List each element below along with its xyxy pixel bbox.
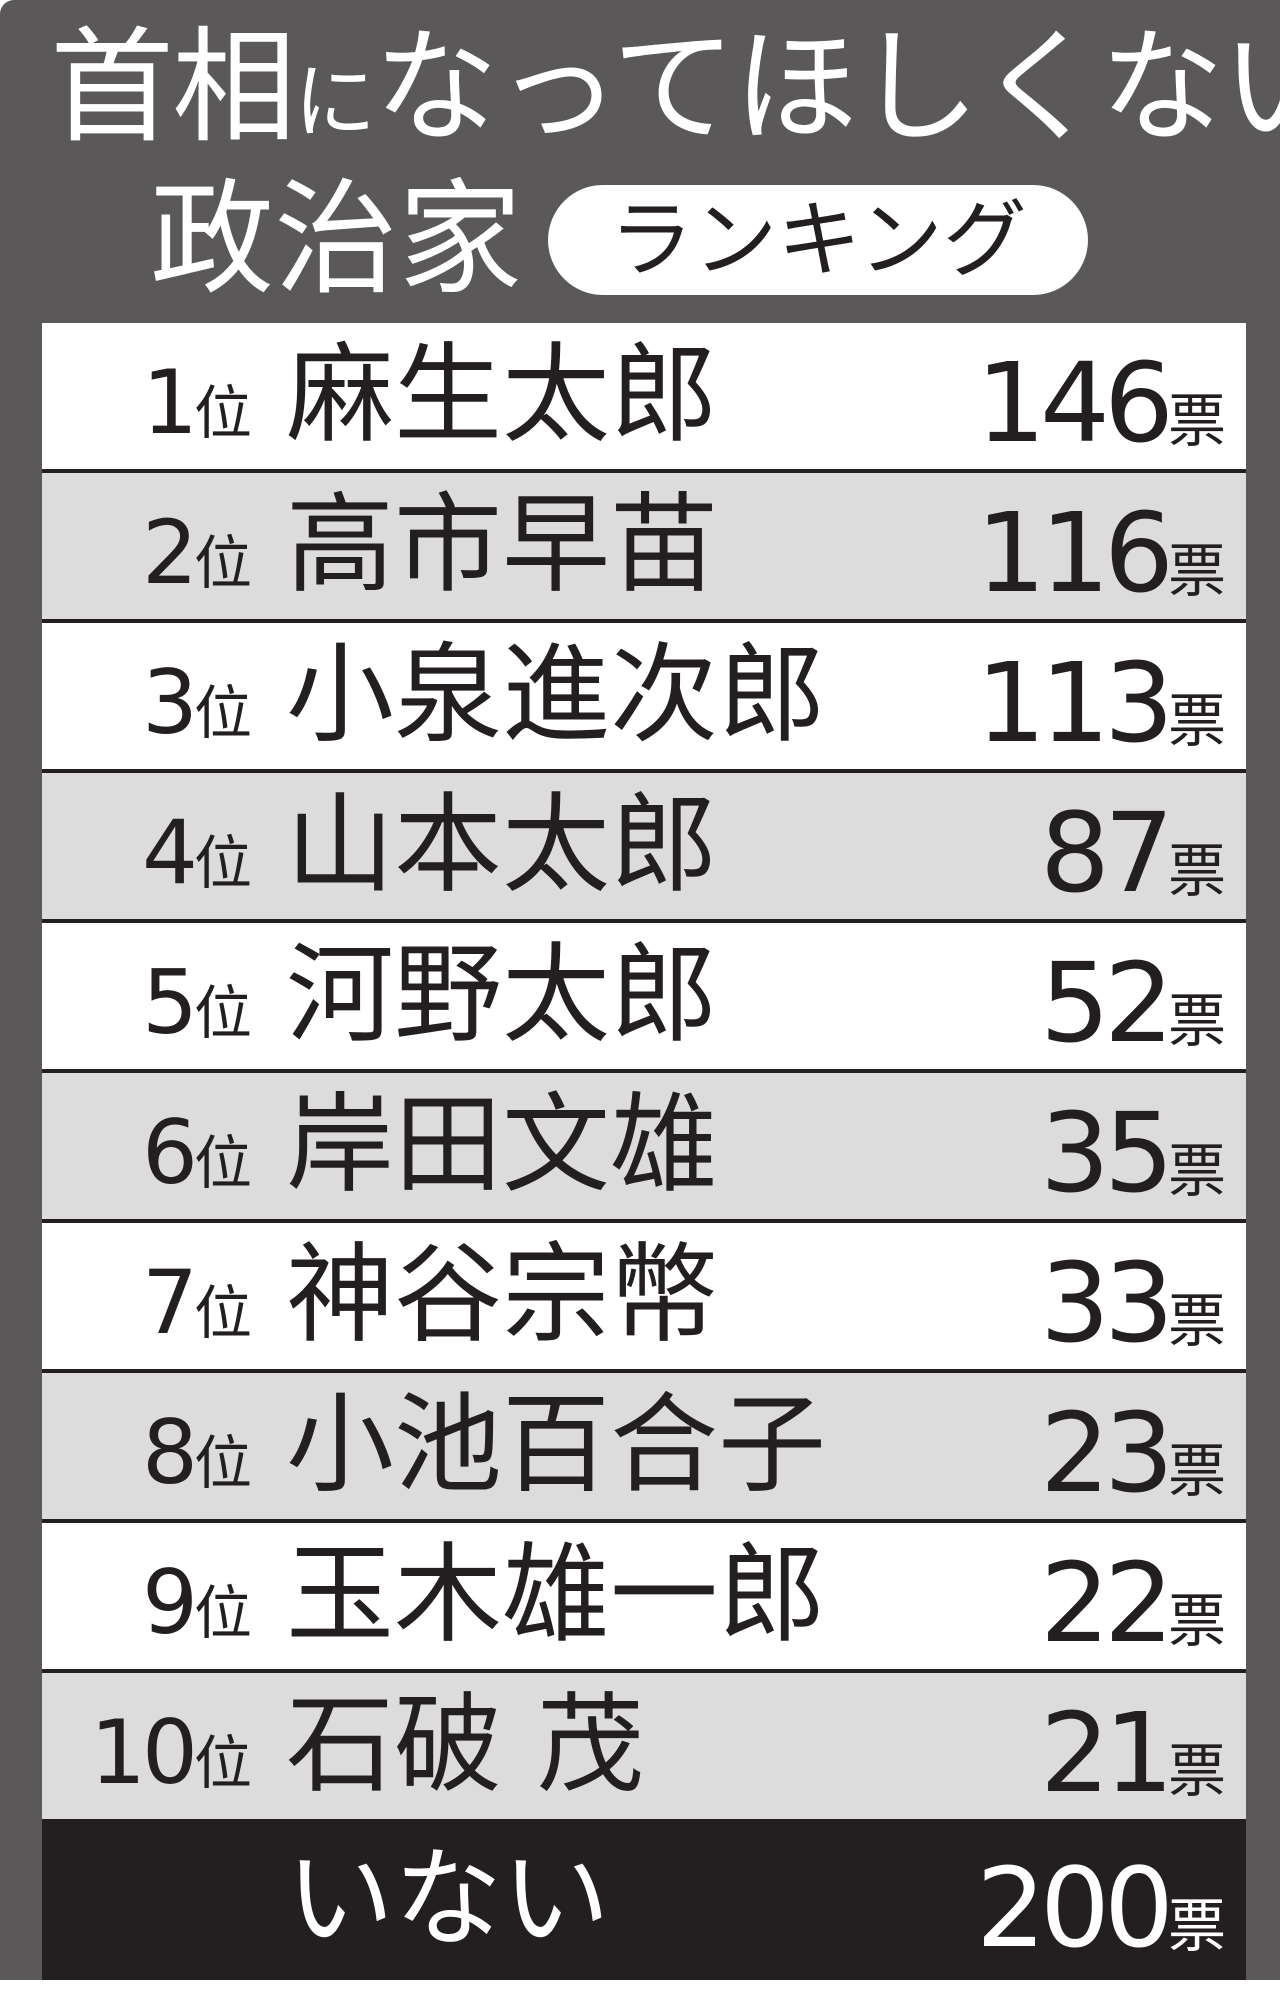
vote-cell: 146票	[976, 323, 1226, 469]
politician-name: 河野太郎	[286, 933, 719, 1058]
rank-unit: 位	[193, 829, 252, 897]
rank-cell: 7位	[42, 1223, 252, 1369]
vote-cell: 87票	[1040, 773, 1226, 919]
rank-number: 2	[141, 501, 198, 604]
politician-name: 高市早苗	[286, 483, 719, 608]
rank-cell: 9位	[42, 1523, 252, 1669]
rank-number: 7	[141, 1251, 198, 1354]
vote-count: 116	[976, 489, 1174, 617]
vote-unit: 票	[1167, 687, 1226, 755]
rank-number: 4	[141, 801, 198, 904]
politician-name: 山本太郎	[286, 783, 719, 908]
table-row: 10位 石破 茂 21票	[42, 1673, 1246, 1819]
vote-count: 146	[976, 339, 1174, 467]
vote-cell: 35票	[1040, 1073, 1226, 1219]
vote-count: 35	[1040, 1089, 1174, 1217]
footer-vote-unit: 票	[1167, 1892, 1226, 1960]
vote-cell: 52票	[1040, 923, 1226, 1069]
table-row: 3位 小泉進次郎 113票	[42, 623, 1246, 769]
vote-unit: 票	[1167, 1437, 1226, 1505]
vote-cell: 116票	[976, 473, 1226, 619]
vote-count: 113	[976, 639, 1174, 767]
rank-unit: 位	[193, 1729, 252, 1797]
footer-name: いない	[286, 1837, 611, 1962]
politician-name: 玉木雄一郎	[286, 1533, 827, 1658]
table-row: 5位 河野太郎 52票	[42, 923, 1246, 1069]
rank-number: 10	[90, 1701, 198, 1804]
rank-number: 8	[141, 1401, 198, 1504]
vote-unit: 票	[1167, 987, 1226, 1055]
rank-cell: 2位	[42, 473, 252, 619]
table-row: 2位 高市早苗 116票	[42, 473, 1246, 619]
rank-number: 9	[141, 1551, 198, 1654]
table-row: 6位 岸田文雄 35票	[42, 1073, 1246, 1219]
rank-unit: 位	[193, 529, 252, 597]
table-row: 9位 玉木雄一郎 22票	[42, 1523, 1246, 1669]
vote-count: 33	[1040, 1239, 1174, 1367]
table-row: 4位 山本太郎 87票	[42, 773, 1246, 919]
rank-unit: 位	[193, 1279, 252, 1347]
rank-cell: 5位	[42, 923, 252, 1069]
vote-unit: 票	[1167, 387, 1226, 455]
rank-cell: 10位	[42, 1673, 252, 1819]
rank-number: 5	[141, 951, 198, 1054]
title-line1: 首相になってほしくない	[50, 18, 1280, 173]
rank-number: 6	[141, 1101, 198, 1204]
vote-unit: 票	[1167, 1137, 1226, 1205]
rank-unit: 位	[193, 379, 252, 447]
vote-unit: 票	[1167, 537, 1226, 605]
vote-unit: 票	[1167, 1287, 1226, 1355]
rank-unit: 位	[193, 679, 252, 747]
title-part-naranai: なってほしくない	[374, 16, 1280, 160]
rank-cell: 4位	[42, 773, 252, 919]
footer-vote-count: 200	[976, 1844, 1174, 1972]
vote-count: 87	[1040, 789, 1174, 917]
rank-unit: 位	[193, 1579, 252, 1647]
rank-cell: 3位	[42, 623, 252, 769]
vote-count: 22	[1040, 1539, 1174, 1667]
vote-cell: 33票	[1040, 1223, 1226, 1369]
title-part-ni: に	[294, 55, 376, 150]
vote-count: 52	[1040, 939, 1174, 1067]
rank-cell: 1位	[42, 323, 252, 469]
rank-number: 3	[141, 651, 198, 754]
vote-unit: 票	[1167, 1737, 1226, 1805]
vote-unit: 票	[1167, 837, 1226, 905]
vote-count: 23	[1040, 1389, 1174, 1517]
vote-cell: 113票	[976, 623, 1226, 769]
ranking-table: 1位 麻生太郎 146票 2位 高市早苗 116票 3位 小泉進次郎 113票 4位 山本太郎 87票…	[42, 323, 1246, 1980]
title-line2: 政治家	[150, 168, 523, 312]
rank-unit: 位	[193, 1129, 252, 1197]
politician-name: 小泉進次郎	[286, 633, 827, 758]
politician-name: 小池百合子	[286, 1383, 827, 1508]
rank-cell: 6位	[42, 1073, 252, 1219]
vote-cell: 22票	[1040, 1523, 1226, 1669]
rank-cell: 8位	[42, 1373, 252, 1519]
rank-unit: 位	[193, 979, 252, 1047]
vote-cell: 23票	[1040, 1373, 1226, 1519]
vote-cell: 21票	[1040, 1673, 1226, 1819]
politician-name: 岸田文雄	[286, 1083, 719, 1208]
politician-name: 神谷宗幣	[286, 1233, 719, 1358]
rank-unit: 位	[193, 1429, 252, 1497]
politician-name: 麻生太郎	[286, 333, 719, 458]
title-part-shusho: 首相	[50, 16, 296, 160]
ranking-badge: ランキング	[548, 185, 1088, 295]
footer-votes: 200票	[976, 1820, 1226, 1980]
politician-name: 石破 茂	[286, 1683, 645, 1808]
vote-count: 21	[1040, 1689, 1174, 1817]
table-row: 7位 神谷宗幣 33票	[42, 1223, 1246, 1369]
rank-number: 1	[141, 351, 198, 454]
table-row: 1位 麻生太郎 146票	[42, 323, 1246, 469]
vote-unit: 票	[1167, 1587, 1226, 1655]
table-row: 8位 小池百合子 23票	[42, 1373, 1246, 1519]
footer-row-none: いない 200票	[42, 1820, 1246, 1980]
